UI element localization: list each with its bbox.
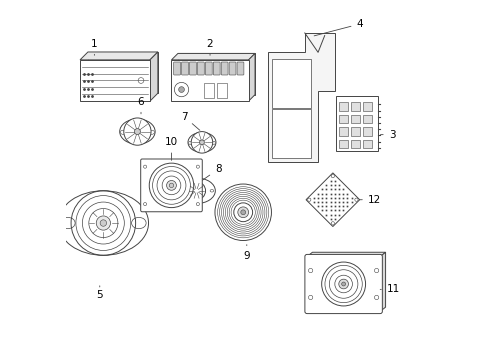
Circle shape <box>167 180 176 190</box>
Circle shape <box>100 220 107 226</box>
Circle shape <box>179 87 184 93</box>
Bar <box>363 127 372 136</box>
Polygon shape <box>80 60 150 101</box>
FancyBboxPatch shape <box>221 62 228 75</box>
Bar <box>272 59 311 108</box>
FancyBboxPatch shape <box>197 62 204 75</box>
Circle shape <box>195 189 198 193</box>
Polygon shape <box>307 252 386 257</box>
Bar <box>351 140 360 148</box>
Ellipse shape <box>179 189 183 192</box>
FancyBboxPatch shape <box>229 62 236 75</box>
FancyBboxPatch shape <box>182 62 188 75</box>
FancyBboxPatch shape <box>213 62 220 75</box>
Circle shape <box>342 282 345 286</box>
Circle shape <box>241 210 245 215</box>
Circle shape <box>191 132 213 153</box>
Bar <box>204 82 214 98</box>
Ellipse shape <box>120 119 155 144</box>
FancyBboxPatch shape <box>237 62 244 75</box>
Polygon shape <box>172 60 248 101</box>
Circle shape <box>308 198 311 201</box>
Ellipse shape <box>61 217 75 229</box>
Circle shape <box>374 295 379 300</box>
Circle shape <box>174 82 189 97</box>
Polygon shape <box>80 52 158 60</box>
Circle shape <box>134 129 141 135</box>
Circle shape <box>339 279 348 289</box>
Circle shape <box>331 222 335 225</box>
Text: 3: 3 <box>380 130 395 140</box>
FancyBboxPatch shape <box>190 62 196 75</box>
FancyBboxPatch shape <box>205 62 212 75</box>
Ellipse shape <box>149 130 154 134</box>
Text: 6: 6 <box>138 97 145 114</box>
Circle shape <box>309 295 313 300</box>
Polygon shape <box>88 52 158 93</box>
Bar <box>339 102 348 111</box>
Circle shape <box>124 118 151 145</box>
Polygon shape <box>178 53 255 95</box>
Text: 7: 7 <box>181 112 200 130</box>
Circle shape <box>215 184 271 240</box>
Circle shape <box>144 203 147 206</box>
Polygon shape <box>380 252 386 311</box>
Circle shape <box>196 203 199 206</box>
Circle shape <box>196 165 199 168</box>
Text: 12: 12 <box>360 195 381 205</box>
Circle shape <box>374 269 379 273</box>
Bar <box>363 140 372 148</box>
Circle shape <box>331 175 335 178</box>
Text: 1: 1 <box>91 39 98 55</box>
Ellipse shape <box>58 191 148 255</box>
Bar <box>339 140 348 148</box>
FancyBboxPatch shape <box>173 62 180 75</box>
Bar <box>351 114 360 123</box>
Bar <box>339 127 348 136</box>
Text: 5: 5 <box>97 286 103 300</box>
Circle shape <box>96 216 110 230</box>
FancyBboxPatch shape <box>305 255 382 314</box>
Text: 11: 11 <box>380 284 400 294</box>
Polygon shape <box>269 33 335 162</box>
Circle shape <box>309 269 313 273</box>
Ellipse shape <box>210 189 214 192</box>
Bar <box>351 127 360 136</box>
Text: 8: 8 <box>202 164 221 180</box>
Bar <box>272 109 311 158</box>
FancyBboxPatch shape <box>141 159 202 212</box>
Text: 2: 2 <box>207 39 213 55</box>
Polygon shape <box>306 173 360 226</box>
Bar <box>339 114 348 123</box>
Polygon shape <box>248 53 255 101</box>
Ellipse shape <box>188 132 216 152</box>
Ellipse shape <box>132 217 146 229</box>
Bar <box>363 114 372 123</box>
Bar <box>363 102 372 111</box>
Bar <box>351 102 360 111</box>
Circle shape <box>355 198 358 201</box>
Bar <box>218 82 227 98</box>
Circle shape <box>138 78 144 84</box>
Text: 10: 10 <box>165 138 178 160</box>
Ellipse shape <box>121 130 126 134</box>
Text: 9: 9 <box>244 245 250 261</box>
FancyBboxPatch shape <box>337 96 378 151</box>
Polygon shape <box>172 53 255 60</box>
Circle shape <box>144 165 147 168</box>
Text: 4: 4 <box>314 19 363 36</box>
Circle shape <box>199 140 204 145</box>
Ellipse shape <box>189 141 193 144</box>
Polygon shape <box>150 52 158 101</box>
Circle shape <box>188 182 205 200</box>
Ellipse shape <box>178 178 215 203</box>
Circle shape <box>238 207 248 218</box>
Ellipse shape <box>211 141 216 144</box>
Circle shape <box>169 183 174 188</box>
Circle shape <box>234 203 253 222</box>
